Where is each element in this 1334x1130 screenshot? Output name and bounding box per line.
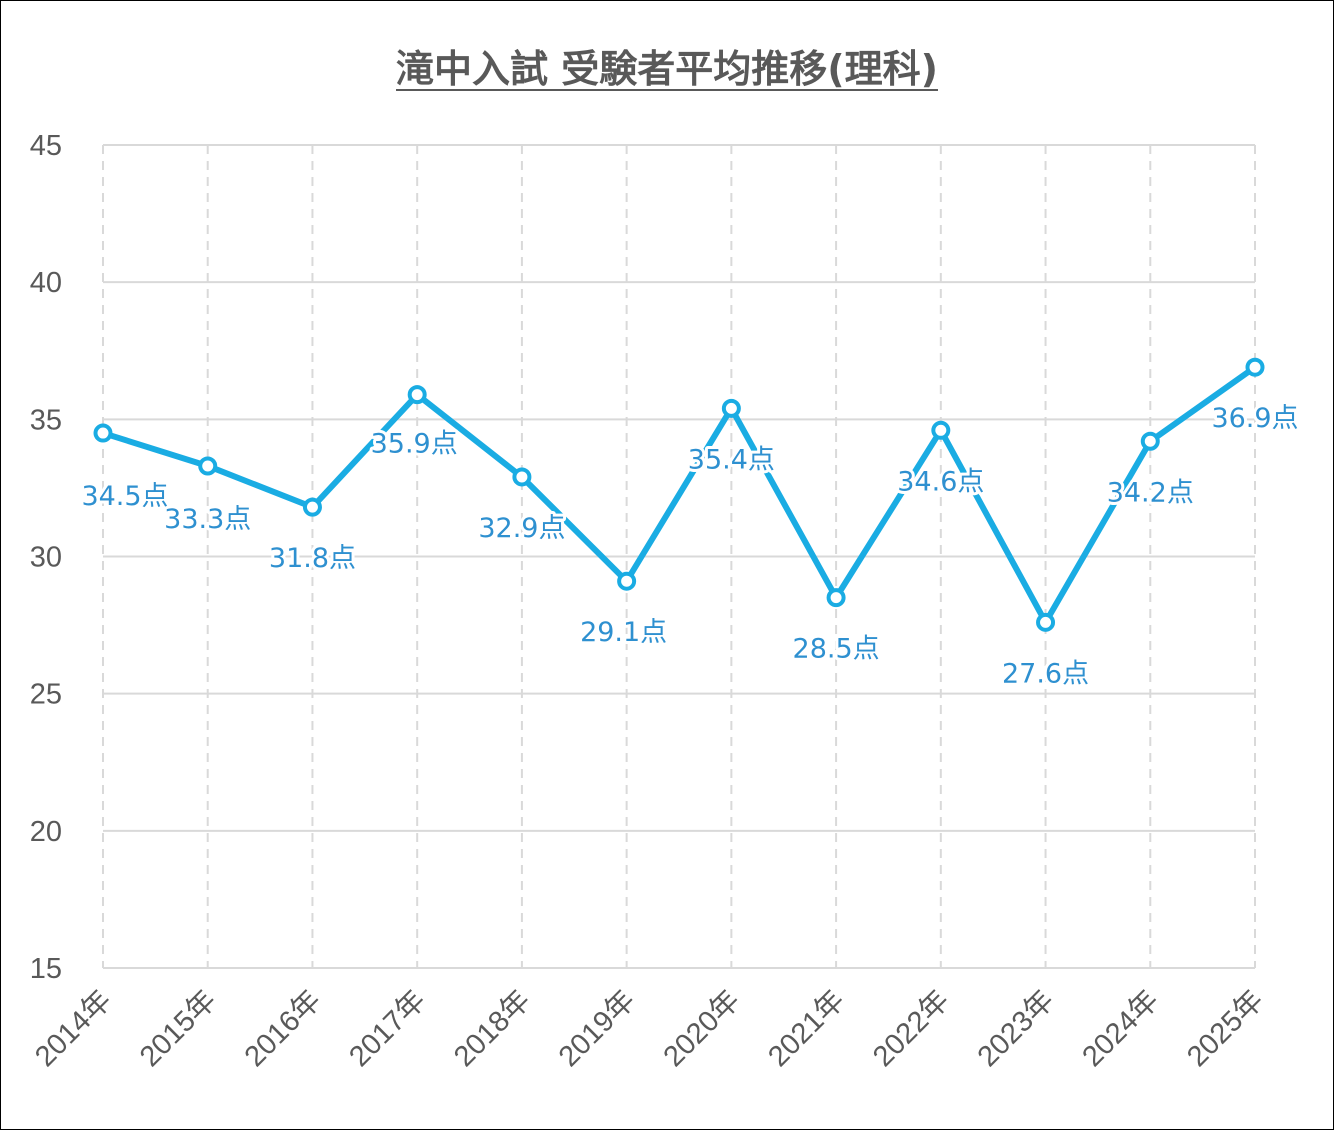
data-point bbox=[826, 588, 846, 608]
y-tick-label: 30 bbox=[30, 542, 62, 574]
x-tick-label: 2014年 bbox=[28, 984, 117, 1073]
y-tick-label: 45 bbox=[30, 130, 62, 162]
data-label: 29.1点 bbox=[580, 617, 667, 648]
data-label: 34.2点 bbox=[1107, 477, 1194, 508]
data-point bbox=[93, 423, 113, 443]
data-label: 27.6点 bbox=[1002, 658, 1089, 689]
chart-title: 滝中入試 受験者平均推移(理科) bbox=[396, 47, 938, 91]
data-point bbox=[721, 398, 741, 418]
data-point bbox=[1140, 431, 1160, 451]
data-label: 32.9点 bbox=[478, 513, 565, 544]
data-label: 35.4点 bbox=[688, 444, 775, 475]
data-label: 34.6点 bbox=[897, 466, 984, 497]
data-label: 36.9点 bbox=[1211, 403, 1298, 434]
data-point bbox=[407, 385, 427, 405]
series-line bbox=[100, 364, 1258, 626]
x-tick-label: 2017年 bbox=[343, 984, 432, 1073]
x-tick-label: 2021年 bbox=[762, 984, 851, 1073]
x-tick-label: 2025年 bbox=[1180, 984, 1269, 1073]
data-point bbox=[1245, 357, 1265, 377]
data-point bbox=[198, 456, 218, 476]
data-point bbox=[931, 420, 951, 440]
y-tick-label: 40 bbox=[30, 267, 62, 299]
data-point bbox=[302, 497, 322, 517]
data-label: 35.9点 bbox=[371, 429, 458, 460]
x-tick-label: 2016年 bbox=[238, 984, 327, 1073]
x-tick-label: 2020年 bbox=[657, 984, 746, 1073]
data-label: 31.8点 bbox=[269, 543, 356, 574]
x-axis-ticks: 2014年 2015年 2016年 2017年 2018年 2019年 2020年 2021年… bbox=[28, 984, 1269, 1073]
data-point bbox=[512, 467, 532, 487]
y-tick-label: 20 bbox=[30, 816, 62, 848]
x-tick-label: 2024年 bbox=[1076, 984, 1165, 1073]
data-point bbox=[617, 571, 637, 591]
data-label: 34.5点 bbox=[81, 481, 168, 512]
y-tick-label: 15 bbox=[30, 953, 62, 985]
data-point bbox=[1036, 612, 1056, 632]
chart-title-wrap: 滝中入試 受験者平均推移(理科) bbox=[0, 38, 1334, 93]
series-line-group bbox=[93, 357, 1265, 632]
y-tick-label: 35 bbox=[30, 404, 62, 436]
data-label: 33.3点 bbox=[164, 504, 251, 535]
x-tick-label: 2019年 bbox=[552, 984, 641, 1073]
grid-lines bbox=[102, 144, 1256, 969]
data-label: 28.5点 bbox=[793, 634, 880, 665]
x-tick-label: 2022年 bbox=[866, 984, 955, 1073]
y-axis-ticks: 15 20 25 30 35 40 45 bbox=[30, 130, 62, 985]
y-tick-label: 25 bbox=[30, 679, 62, 711]
x-tick-label: 2023年 bbox=[971, 984, 1060, 1073]
x-tick-label: 2018年 bbox=[447, 984, 536, 1073]
x-tick-label: 2015年 bbox=[133, 984, 222, 1073]
